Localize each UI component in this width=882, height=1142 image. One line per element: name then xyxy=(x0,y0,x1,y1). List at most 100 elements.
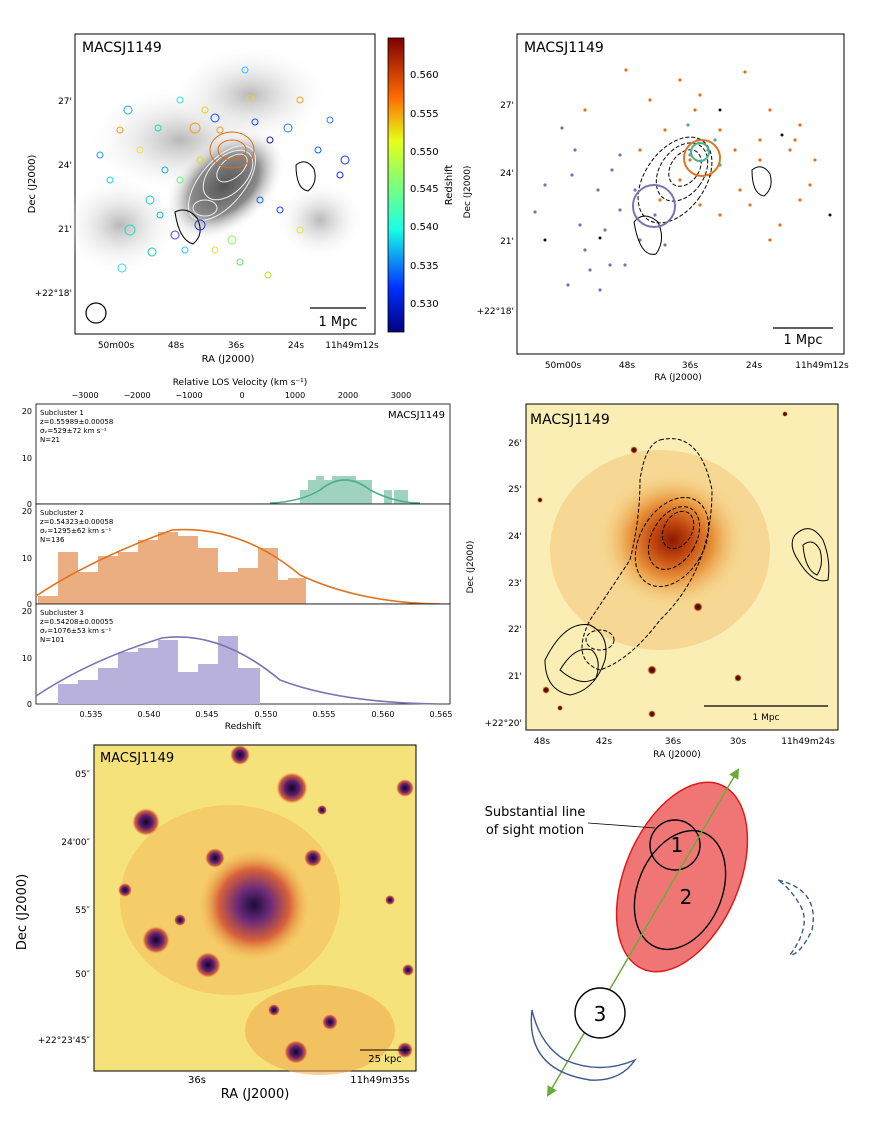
svg-text:−2000: −2000 xyxy=(123,391,150,400)
panel-c-xlabel: Redshift xyxy=(225,722,262,732)
svg-text:05″: 05″ xyxy=(75,770,90,780)
svg-text:0: 0 xyxy=(27,500,32,509)
label-1: 1 xyxy=(671,833,684,857)
sub1-n: N=21 xyxy=(40,436,60,444)
sub2-n: N=136 xyxy=(40,536,65,544)
svg-text:0.555: 0.555 xyxy=(410,109,439,120)
svg-text:0.530: 0.530 xyxy=(410,299,439,310)
sub3-z: z=0.54208±0.00055 xyxy=(40,618,113,626)
galaxies-other-b xyxy=(543,108,832,242)
svg-text:20: 20 xyxy=(22,507,32,516)
panel-a-xlabel: RA (J2000) xyxy=(202,354,255,365)
panel-d-xticks: 48s 42s 36s 30s 11h49m24s xyxy=(534,737,835,747)
panel-c-xticks: 0.535 0.540 0.545 0.550 0.555 0.560 0.56… xyxy=(80,710,453,719)
svg-text:20: 20 xyxy=(22,407,32,416)
sub1-sigma: σᵥ=529±72 km s⁻¹ xyxy=(40,427,107,435)
sub1-circle-b xyxy=(690,142,710,162)
galaxies-sub2-b xyxy=(583,68,817,242)
svg-text:+22°23'45″: +22°23'45″ xyxy=(38,1036,91,1046)
svg-text:2000: 2000 xyxy=(338,391,358,400)
merger-ellipse xyxy=(615,781,749,973)
panel-e-xlabel: RA (J2000) xyxy=(221,1087,290,1102)
svg-text:50″: 50″ xyxy=(75,970,90,980)
svg-text:0.540: 0.540 xyxy=(138,710,161,719)
scalebar-label-a: 1 Mpc xyxy=(318,315,357,330)
svg-text:36s: 36s xyxy=(682,361,698,371)
panel-a-ylabel: Dec (J2000) xyxy=(27,155,38,214)
svg-text:48s: 48s xyxy=(534,737,550,747)
svg-text:0: 0 xyxy=(27,600,32,609)
svg-text:25': 25' xyxy=(508,485,522,495)
panel-a: 1 Mpc MACSJ1149 0.560 0.555 0.550 0.545 … xyxy=(27,33,455,365)
svg-text:27': 27' xyxy=(500,101,514,111)
panel-a-title: MACSJ1149 xyxy=(82,40,162,56)
svg-text:24': 24' xyxy=(500,169,514,179)
svg-text:−1000: −1000 xyxy=(175,391,202,400)
svg-text:50m00s: 50m00s xyxy=(545,361,582,371)
sub3-bars xyxy=(58,636,260,704)
xray-contours-d xyxy=(581,438,713,671)
svg-text:24s: 24s xyxy=(288,341,304,351)
hist-subcluster-1: MACSJ1149 Subcluster 1 z=0.55989±0.00058… xyxy=(22,403,451,509)
svg-text:0.545: 0.545 xyxy=(410,184,439,195)
svg-text:10: 10 xyxy=(22,554,32,563)
point-sources-e xyxy=(118,745,414,1064)
panel-b-ylabel: Dec (J2000) xyxy=(463,166,473,219)
point-sources-d xyxy=(537,411,788,718)
svg-text:+22°18': +22°18' xyxy=(477,307,514,317)
galaxies-sub3-b xyxy=(533,126,667,292)
panel-d-xlabel: RA (J2000) xyxy=(653,750,701,760)
panel-e: 25 kpc MACSJ1149 05″ 24'00″ 55″ 50″ +22°… xyxy=(15,744,417,1102)
panel-c-top-ticks: −3000 −2000 −1000 0 1000 2000 3000 xyxy=(71,391,411,400)
svg-text:24'00″: 24'00″ xyxy=(61,838,90,848)
svg-text:48s: 48s xyxy=(619,361,635,371)
beam-circle-a xyxy=(85,302,107,324)
svg-text:0.550: 0.550 xyxy=(410,147,439,158)
panel-b-xlabel: RA (J2000) xyxy=(654,373,702,383)
panel-c: Relative LOS Velocity (km s⁻¹) −3000 −20… xyxy=(22,378,453,732)
svg-text:0.540: 0.540 xyxy=(410,222,439,233)
svg-text:1000: 1000 xyxy=(285,391,305,400)
label-3: 3 xyxy=(594,1002,607,1026)
sub3-n: N=101 xyxy=(40,636,64,644)
svg-text:0.560: 0.560 xyxy=(372,710,395,719)
svg-text:10: 10 xyxy=(22,654,32,663)
label-2: 2 xyxy=(680,885,693,909)
galaxies-a xyxy=(96,66,350,279)
panel-e-ylabel: Dec (J2000) xyxy=(15,874,30,950)
xray-emission-d xyxy=(597,470,747,610)
svg-text:11h49m12s: 11h49m12s xyxy=(325,341,379,351)
panel-f: Substantial line of sight motion 1 2 3 xyxy=(485,768,814,1097)
svg-text:36s: 36s xyxy=(188,1075,206,1086)
sub2-name: Subcluster 2 xyxy=(40,509,84,517)
svg-text:0.560: 0.560 xyxy=(410,70,439,81)
sub2-circle-b xyxy=(683,139,721,177)
svg-text:21': 21' xyxy=(500,237,514,247)
svg-text:50m00s: 50m00s xyxy=(98,341,135,351)
colorbar xyxy=(387,37,405,333)
svg-text:0: 0 xyxy=(27,700,32,709)
svg-text:10: 10 xyxy=(22,454,32,463)
hist-subcluster-2: Subcluster 2 z=0.54323±0.00058 σᵥ=1295±6… xyxy=(22,503,451,609)
panel-e-yticks: 05″ 24'00″ 55″ 50″ +22°23'45″ xyxy=(38,770,91,1046)
panel-e-title: MACSJ1149 xyxy=(100,751,174,766)
panel-d-yticks: 26' 25' 24' 23' 22' 21' +22°20' xyxy=(485,439,522,729)
svg-text:3000: 3000 xyxy=(391,391,411,400)
svg-text:11h49m12s: 11h49m12s xyxy=(795,361,849,371)
svg-text:30s: 30s xyxy=(730,737,746,747)
sub2-z: z=0.54323±0.00058 xyxy=(40,518,113,526)
svg-text:0.550: 0.550 xyxy=(255,710,278,719)
panel-c-title: MACSJ1149 xyxy=(388,410,445,421)
svg-text:26': 26' xyxy=(508,439,522,449)
svg-text:+22°18': +22°18' xyxy=(35,289,72,299)
svg-text:0.535: 0.535 xyxy=(80,710,103,719)
panel-d-title: MACSJ1149 xyxy=(530,412,610,428)
subcluster-3-circle xyxy=(574,987,626,1039)
sub1-name: Subcluster 1 xyxy=(40,409,84,417)
panel-a-yticks: 27' 24' 21' +22°18' xyxy=(35,97,72,299)
svg-text:0.545: 0.545 xyxy=(196,710,219,719)
sub3-name: Subcluster 3 xyxy=(40,609,84,617)
svg-text:11h49m24s: 11h49m24s xyxy=(781,737,835,747)
sub3-sigma: σᵥ=1076±53 km s⁻¹ xyxy=(40,627,111,635)
